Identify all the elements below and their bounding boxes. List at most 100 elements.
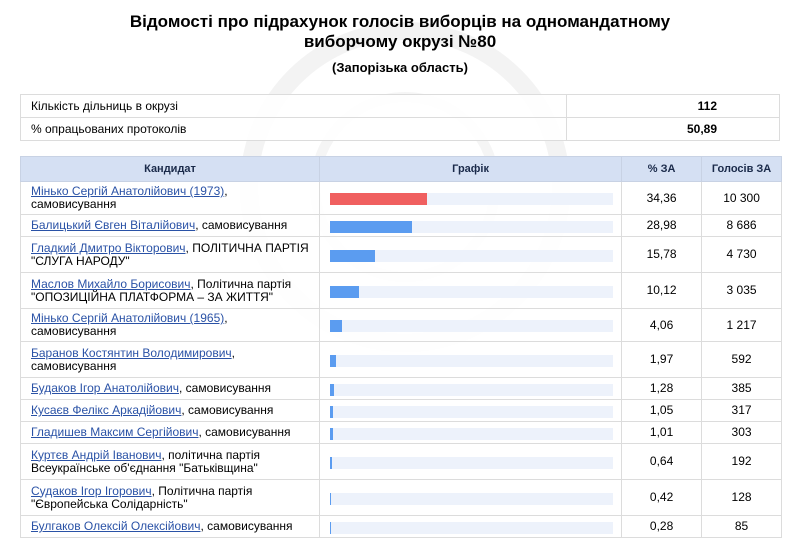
candidate-link[interactable]: Гладкий Дмитро Вікторович [31,240,186,255]
votes-cell: 4 730 [701,236,782,273]
candidate-cell: Мінько Сергій Анатолійович (1973), самов… [19,181,321,215]
table-row: Баранов Костянтин Володимирович, самовис… [19,341,782,378]
percent-cell: 34,36 [621,181,703,215]
candidate-cell: Судаков Ігор Ігорович, Політична партія … [19,479,321,516]
chart-cell [319,479,623,516]
candidate-link[interactable]: Балицький Євген Віталійович [31,218,196,232]
col-chart-header: Графік [319,156,623,182]
col-percent-header: % ЗА [621,156,703,182]
candidate-cell: Булгаков Олексій Олексійович, самовисува… [19,515,321,538]
percent-cell: 0,28 [621,515,703,538]
votes-cell: 128 [701,479,782,516]
candidate-affiliation: , Політична партія "Європейська Солідарн… [31,483,253,511]
summary-table: Кількість дільниць в окрузі 112 % опраць… [20,94,780,141]
table-row: Судаков Ігор Ігорович, Політична партія … [19,479,782,516]
vote-bar [330,249,375,262]
percent-cell: 0,42 [621,479,703,516]
candidate-affiliation: , політична партія Всеукраїнське об'єдна… [31,447,261,475]
candidate-cell: Балицький Євген Віталійович, самовисуван… [19,214,321,237]
candidate-cell: Гладишев Максим Сергійович, самовисуванн… [19,421,321,444]
chart-cell [319,214,623,237]
percent-cell: 1,97 [621,341,703,378]
percent-cell: 15,78 [621,236,703,273]
bar-track [330,427,614,440]
percent-cell: 1,28 [621,377,703,400]
votes-cell: 317 [701,399,782,422]
summary-label: Кількість дільниць в окрузі [20,94,567,118]
candidate-affiliation: , самовисування [198,425,291,439]
results-table: Кандидат Графік % ЗА Голосів ЗА Мінько С… [19,156,782,538]
bar-track [330,383,614,396]
candidate-link[interactable]: Судаков Ігор Ігорович [31,483,152,498]
region-subtitle: (Запорізька область) [332,60,468,75]
candidate-cell: Маслов Михайло Борисович, Політична парт… [19,272,321,309]
vote-bar [330,320,342,332]
percent-cell: 1,01 [621,421,703,444]
votes-cell: 8 686 [701,214,782,237]
candidate-cell: Будаков Ігор Анатолійович, самовисування [19,377,321,400]
candidate-link[interactable]: Мінько Сергій Анатолійович (1973) [31,184,225,198]
results-body: Мінько Сергій Анатолійович (1973), самов… [19,181,782,538]
candidate-affiliation: , самовисування [31,184,228,211]
percent-cell: 10,12 [621,272,703,309]
percent-cell: 4,06 [621,308,703,342]
percent-cell: 1,05 [621,399,703,422]
bar-track [330,249,614,262]
chart-cell [319,421,623,444]
vote-bar [330,427,333,440]
chart-cell [319,308,623,342]
candidate-affiliation: , самовисування [195,218,288,232]
table-row: Гладкий Дмитро Вікторович, ПОЛІТИЧНА ПАР… [19,236,782,273]
summary-label: % опрацьованих протоколів [20,117,567,141]
chart-cell [319,181,623,215]
table-row: Булгаков Олексій Олексійович, самовисува… [19,515,782,538]
candidate-link[interactable]: Гладишев Максим Сергійович [31,425,199,439]
bar-track [330,492,614,505]
vote-bar [330,521,331,534]
votes-cell: 303 [701,421,782,444]
candidate-link[interactable]: Баранов Костянтин Володимирович [31,345,232,360]
vote-bar [330,456,332,469]
bar-track [330,521,614,534]
bar-track [330,220,614,233]
chart-cell [319,341,623,378]
candidate-affiliation: , самовисування [181,403,274,417]
candidate-affiliation: , самовисування [200,519,293,533]
summary-value: 112 [566,94,780,118]
bar-track [330,405,614,418]
candidate-link[interactable]: Мінько Сергій Анатолійович (1965) [31,311,225,325]
candidate-cell: Баранов Костянтин Володимирович, самовис… [19,341,321,378]
chart-cell [319,236,623,273]
bar-track [330,456,614,469]
candidate-link[interactable]: Маслов Михайло Борисович [31,276,191,291]
candidate-link[interactable]: Куртєв Андрій Іванович [31,447,162,462]
candidate-cell: Куртєв Андрій Іванович, політична партія… [19,443,321,480]
candidate-link[interactable]: Кусаєв Фелікс Аркадійович [31,403,182,417]
table-row: Будаков Ігор Анатолійович, самовисування… [19,377,782,400]
chart-cell [319,377,623,400]
bar-track [330,285,614,298]
chart-cell [319,515,623,538]
candidate-affiliation: , Політична партія "ОПОЗИЦІЙНА ПЛАТФОРМА… [31,276,292,304]
candidate-affiliation: , самовисування [31,345,235,373]
chart-cell [319,399,623,422]
chart-cell [319,443,623,480]
candidate-cell: Мінько Сергій Анатолійович (1965), самов… [19,308,321,342]
bar-track [330,354,614,367]
summary-row: Кількість дільниць в окрузі 112 [20,94,780,118]
table-row: Мінько Сергій Анатолійович (1973), самов… [19,181,782,215]
candidate-cell: Гладкий Дмитро Вікторович, ПОЛІТИЧНА ПАР… [19,236,321,273]
votes-cell: 385 [701,377,782,400]
percent-cell: 0,64 [621,443,703,480]
candidate-link[interactable]: Булгаков Олексій Олексійович [31,519,201,533]
votes-cell: 1 217 [701,308,782,342]
percent-cell: 28,98 [621,214,703,237]
candidate-affiliation: , ПОЛІТИЧНА ПАРТІЯ "СЛУГА НАРОДУ" [31,240,309,268]
summary-value: 50,89 [566,117,780,141]
table-row: Гладишев Максим Сергійович, самовисуванн… [19,421,782,444]
page-title: Відомості про підрахунок голосів виборці… [129,12,671,51]
vote-bar [330,193,428,205]
table-row: Кусаєв Фелікс Аркадійович, самовисування… [19,399,782,422]
candidate-link[interactable]: Будаков Ігор Анатолійович [31,381,179,395]
votes-cell: 85 [701,515,782,538]
